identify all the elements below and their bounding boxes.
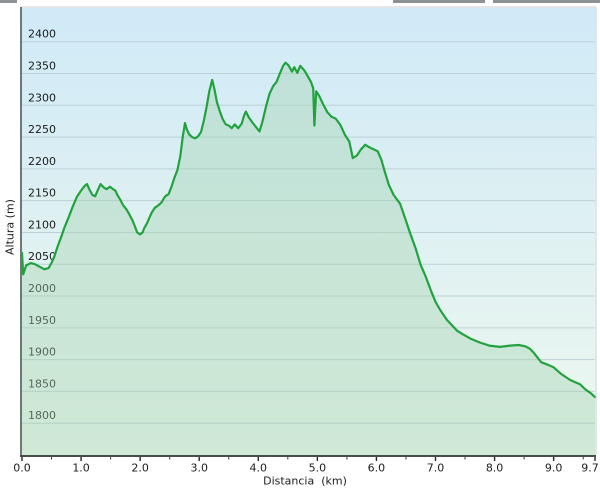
x-tick-label-5.0: 5.0 [309, 462, 327, 475]
x-tick-label-6.0: 6.0 [368, 462, 386, 475]
y-tick-label-2350: 2350 [28, 59, 56, 72]
x-tick-label-2.0: 2.0 [131, 462, 149, 475]
plot-background [22, 8, 595, 455]
y-tick-label-1850: 1850 [28, 377, 56, 390]
top-edge-ui-fragment-middle [393, 0, 485, 3]
elevation-area [22, 62, 595, 455]
x-tick-label-8.0: 8.0 [486, 462, 504, 475]
y-tick-label-1800: 1800 [28, 409, 56, 422]
y-tick-label-1900: 1900 [28, 346, 56, 359]
x-tick-label-3.0: 3.0 [190, 462, 208, 475]
y-tick-label-1950: 1950 [28, 314, 56, 327]
x-axis-title: Distancia (km) [263, 474, 347, 488]
y-tick-label-2100: 2100 [28, 218, 56, 231]
x-tick-label-7.0: 7.0 [427, 462, 445, 475]
y-tick-label-2000: 2000 [28, 282, 56, 295]
y-tick-label-2150: 2150 [28, 187, 56, 200]
top-edge-ui-fragment-right [493, 0, 600, 3]
elevation-line [20, 61, 597, 399]
y-tick-label-2300: 2300 [28, 91, 56, 104]
y-tick-label-2400: 2400 [28, 28, 56, 41]
y-tick-label-2050: 2050 [28, 250, 56, 263]
x-tick-label-9.0: 9.0 [545, 462, 563, 475]
x-tick-label-1.0: 1.0 [72, 462, 90, 475]
y-axis-title: Altura (m) [3, 199, 17, 255]
y-tick-label-2250: 2250 [28, 123, 56, 136]
top-edge-ui-fragment-left [0, 0, 17, 3]
x-tick-label-9.7: 9.7 [581, 462, 599, 475]
x-tick-label-4.0: 4.0 [250, 462, 268, 475]
x-tick-label-0.0: 0.0 [13, 462, 31, 475]
y-tick-label-2200: 2200 [28, 155, 56, 168]
